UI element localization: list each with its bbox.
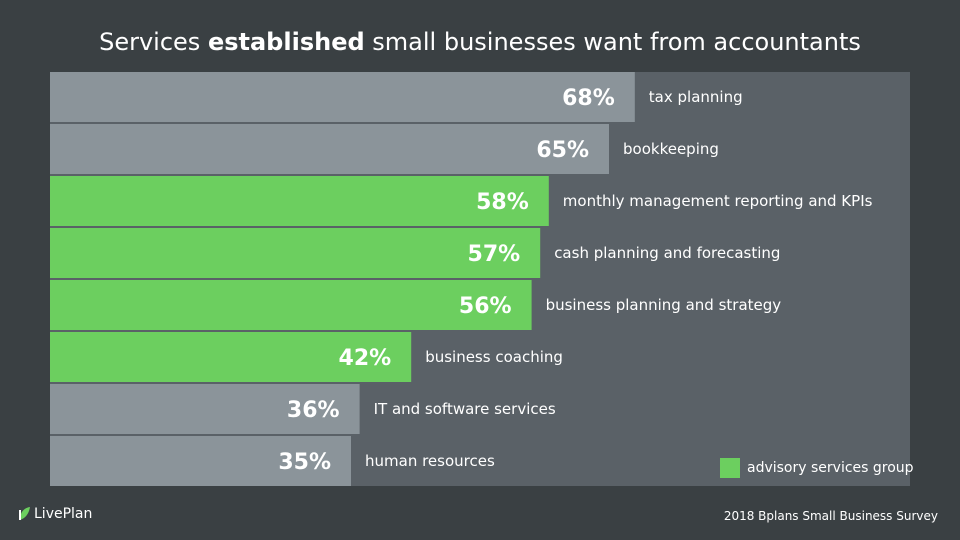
bar-5: [50, 280, 532, 330]
bar-value-label: 56%: [459, 294, 512, 319]
bar-8: [50, 436, 351, 486]
bar-category-label: business coaching: [425, 348, 563, 366]
bar-category-label: human resources: [365, 452, 495, 470]
bar-category-label: tax planning: [649, 88, 743, 106]
legend: advisory services group: [720, 458, 914, 478]
bar-category-label: monthly management reporting and KPIs: [563, 192, 873, 210]
title-prefix: Services: [99, 28, 201, 56]
bar-value-label: 68%: [562, 86, 615, 111]
bar-value-label: 65%: [536, 138, 589, 163]
title-emphasis: established: [207, 28, 365, 56]
bar-value-label: 57%: [468, 242, 521, 267]
legend-label: advisory services group: [747, 460, 914, 476]
bar-value-label: 58%: [476, 190, 529, 215]
legend-swatch-advisory: [720, 458, 740, 478]
bar-7: [50, 384, 360, 434]
bar-chart: 68% tax planning 65% bookkeeping 58% monthly …: [50, 72, 873, 486]
logo-text: LivePlan: [34, 506, 93, 522]
bar-category-label: business planning and strategy: [546, 296, 782, 314]
bar-2: [50, 124, 609, 174]
bar-value-label: 35%: [278, 450, 331, 475]
bar-value-label: 42%: [339, 346, 392, 371]
bar-1: [50, 72, 635, 122]
bar-category-label: cash planning and forecasting: [554, 244, 780, 262]
bar-6: [50, 332, 412, 382]
bar-3: [50, 176, 549, 226]
chart-title: Services established small businesses wa…: [0, 28, 960, 56]
bar-category-label: bookkeeping: [623, 140, 719, 158]
liveplan-logo: LivePlan: [18, 506, 92, 522]
leaf-icon: [19, 507, 30, 520]
title-suffix: small businesses want from accountants: [372, 28, 861, 56]
bar-category-label: IT and software services: [374, 400, 556, 418]
source-note: 2018 Bplans Small Business Survey: [723, 509, 938, 523]
bar-value-label: 36%: [287, 398, 340, 423]
chart-panel: 68% tax planning 65% bookkeeping 58% monthly …: [50, 72, 910, 486]
bar-4: [50, 228, 541, 278]
